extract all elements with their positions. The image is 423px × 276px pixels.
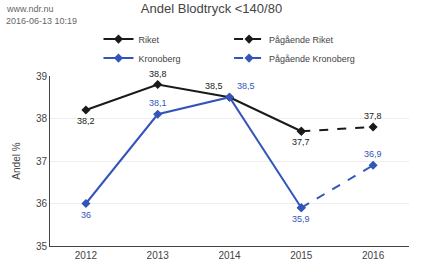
svg-text:Pågående Riket: Pågående Riket xyxy=(269,35,334,45)
svg-text:36,9: 36,9 xyxy=(364,149,382,159)
svg-text:37,7: 37,7 xyxy=(292,137,310,147)
svg-text:36: 36 xyxy=(81,210,91,220)
svg-text:37,8: 37,8 xyxy=(364,111,382,121)
svg-text:37: 37 xyxy=(36,156,48,167)
svg-text:2015: 2015 xyxy=(290,250,313,261)
svg-text:36: 36 xyxy=(36,198,48,209)
svg-text:2013: 2013 xyxy=(147,250,170,261)
svg-text:35: 35 xyxy=(36,241,48,252)
svg-text:2012: 2012 xyxy=(75,250,98,261)
svg-text:38,1: 38,1 xyxy=(149,98,167,108)
svg-text:35,9: 35,9 xyxy=(292,214,310,224)
svg-text:38,2: 38,2 xyxy=(77,116,95,126)
svg-text:www.ndr.nu: www.ndr.nu xyxy=(6,4,54,14)
svg-text:Andel Blodtryck <140/80: Andel Blodtryck <140/80 xyxy=(141,1,282,16)
svg-text:Andel %: Andel % xyxy=(11,142,22,179)
svg-text:38: 38 xyxy=(36,113,48,124)
svg-text:38,5: 38,5 xyxy=(237,81,255,91)
svg-text:38,5: 38,5 xyxy=(205,81,223,91)
svg-text:39: 39 xyxy=(36,71,48,82)
svg-text:Kronoberg: Kronoberg xyxy=(139,54,181,64)
svg-text:Riket: Riket xyxy=(139,35,160,45)
svg-text:2014: 2014 xyxy=(218,250,241,261)
svg-text:Pågående Kronoberg: Pågående Kronoberg xyxy=(269,54,355,64)
svg-text:2016-06-13 10:19: 2016-06-13 10:19 xyxy=(6,16,77,26)
svg-text:38,8: 38,8 xyxy=(149,69,167,79)
svg-text:2016: 2016 xyxy=(362,250,385,261)
